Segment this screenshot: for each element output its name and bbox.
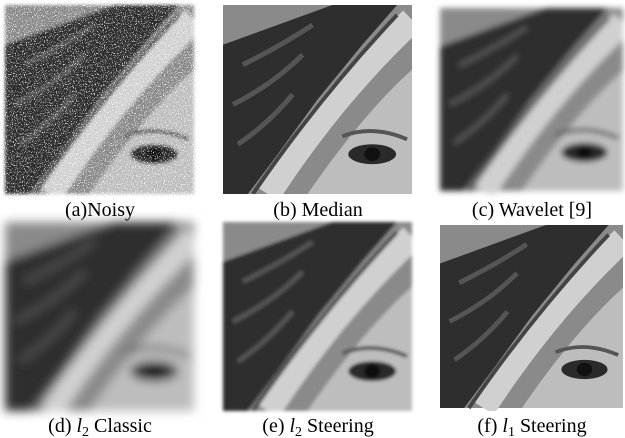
panel-d-image	[5, 222, 194, 411]
caption-label: (e)	[262, 415, 289, 437]
caption: (c) Wavelet [9]	[472, 199, 592, 221]
caption: (e) l2 Steering	[262, 415, 373, 438]
caption-subscript: 2	[295, 425, 302, 438]
caption-subscript: 2	[82, 425, 89, 438]
caption-text: Classic	[89, 415, 152, 437]
caption: (f) l1 Steering	[477, 415, 586, 438]
figure: (a)Noisy (b) Median (c) Wavelet [9] (d) …	[0, 0, 625, 438]
caption-text: Steering	[515, 415, 587, 437]
caption-label: (f)	[477, 415, 502, 437]
caption-text: Steering	[302, 415, 374, 437]
panel-a-image	[5, 5, 194, 194]
panel-f-image	[440, 225, 623, 408]
caption: (a)Noisy	[65, 199, 135, 221]
caption: (d) l2 Classic	[48, 415, 152, 438]
panel-e-image	[223, 222, 412, 411]
panel-b-image	[223, 5, 412, 194]
caption-label: (d)	[48, 415, 76, 437]
caption-subscript: 1	[508, 425, 515, 438]
panel-c-image	[440, 8, 623, 191]
caption: (b) Median	[273, 199, 362, 221]
